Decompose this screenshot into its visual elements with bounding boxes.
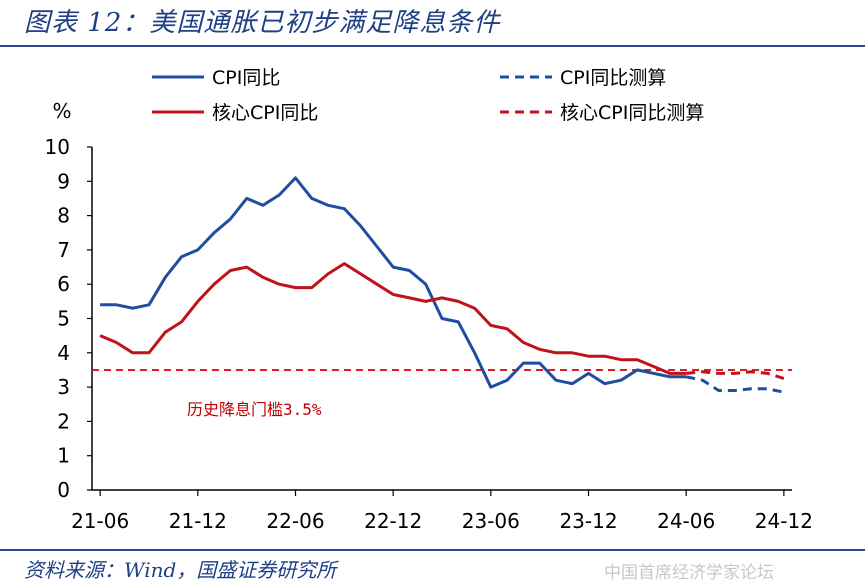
source-divider <box>0 549 865 551</box>
y-axis-label: % <box>52 99 71 123</box>
y-tick-label: 1 <box>57 444 70 468</box>
x-tick-label: 21-12 <box>169 509 227 533</box>
y-tick-label: 8 <box>57 204 70 228</box>
series-group <box>99 176 785 394</box>
series-line-3 <box>686 370 785 380</box>
y-tick-label: 0 <box>57 478 70 502</box>
series-line-1 <box>685 375 785 394</box>
y-tick-label: 5 <box>57 307 70 331</box>
x-tick-label: 22-06 <box>266 509 324 533</box>
legend-label-2: 核心CPI同比 <box>212 102 318 124</box>
threshold-label: 历史降息门槛3.5% <box>187 400 322 419</box>
x-tick-label: 24-12 <box>755 509 813 533</box>
x-tick-label: 21-06 <box>71 509 129 533</box>
legend-label-3: 核心CPI同比测算 <box>560 102 704 124</box>
legend-label-0: CPI同比 <box>212 67 280 89</box>
y-tick-label: 3 <box>57 375 70 399</box>
source-note: 资料来源：Wind，国盛证券研究所 <box>24 558 337 582</box>
title-divider <box>0 45 865 47</box>
watermark-text: 中国首席经济学家论坛 <box>604 563 774 583</box>
chart-title: 图表 12：美国通胀已初步满足降息条件 <box>24 8 501 38</box>
legend-label-1: CPI同比测算 <box>560 67 666 89</box>
x-tick-label: 23-06 <box>462 509 520 533</box>
y-tick-label: 7 <box>57 238 70 262</box>
y-tick-label: 4 <box>57 341 70 365</box>
x-tick-label: 22-12 <box>364 509 422 533</box>
y-tick-label: 10 <box>45 135 70 159</box>
x-tick-label: 24-06 <box>657 509 715 533</box>
chart-axes: 0 1 2 3 4 5 6 7 8 9 10 21-06 21-12 22-06 22-12 23-06 23-… <box>45 135 813 533</box>
y-tick-label: 6 <box>57 272 70 296</box>
x-tick-label: 23-12 <box>559 509 617 533</box>
series-line-2 <box>99 262 687 375</box>
y-tick-label: 2 <box>57 409 70 433</box>
series-line-0 <box>100 176 687 389</box>
reference-line-group: 历史降息门槛3.5% <box>92 368 792 419</box>
y-tick-label: 9 <box>57 169 70 193</box>
